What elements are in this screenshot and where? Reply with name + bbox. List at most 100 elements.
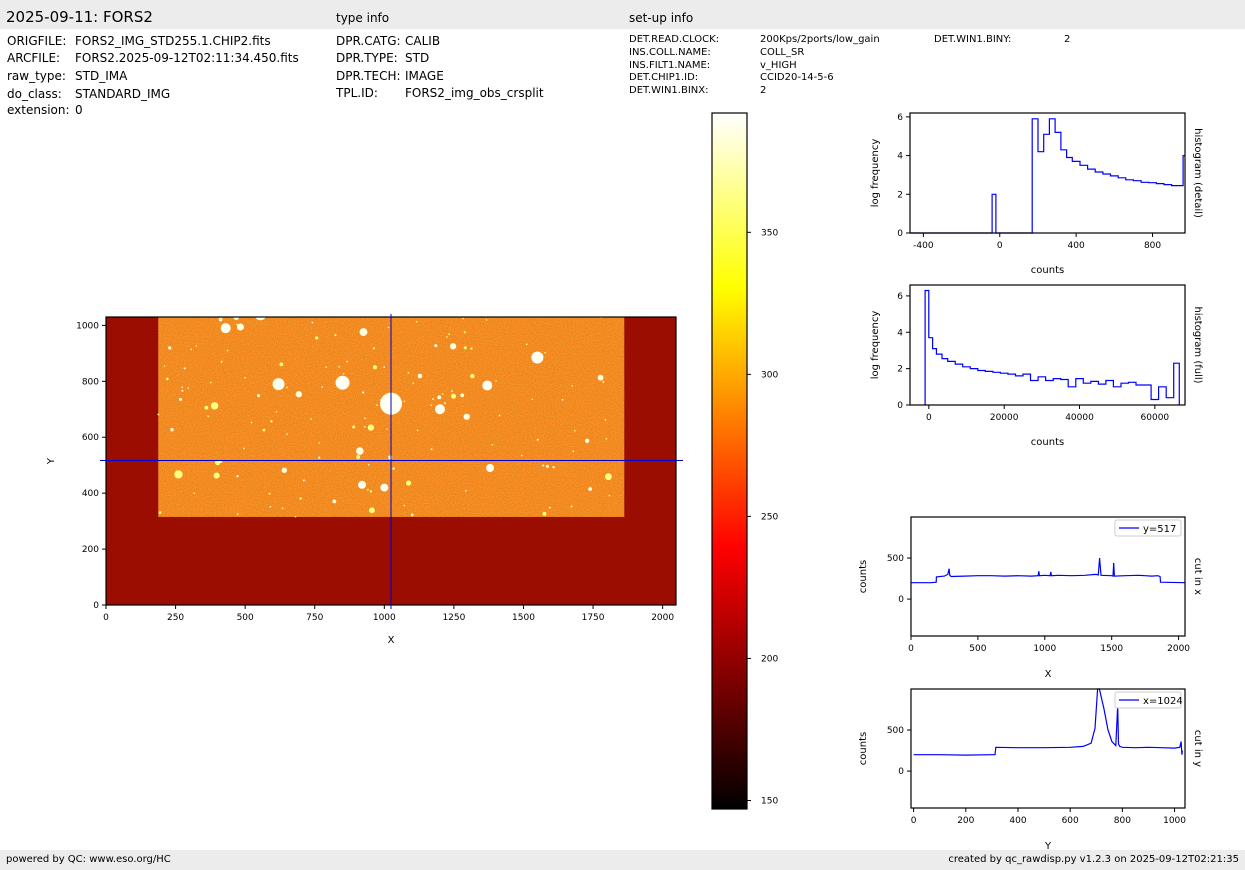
x-tick-label: 60000 [1141,413,1170,423]
file-info-key: raw_type: [7,69,66,83]
image-source [174,470,183,479]
image-source [243,447,245,450]
image-source [444,402,446,405]
setup-info-key: INS.FILT1.NAME: [629,60,711,71]
side-label: cut in y [1192,730,1203,767]
image-source [286,433,288,435]
y-tick-label: 0 [898,595,904,605]
image-source [416,429,419,432]
image-source [190,348,192,351]
x-axis-label: counts [1031,437,1064,448]
setup-info-key: DET.READ.CLOCK: [629,34,720,45]
image-source [460,393,465,398]
x-tick-label: 0 [926,413,932,423]
image-source [219,460,222,463]
image-source [602,381,605,383]
image-source [244,376,246,379]
image-source [367,488,369,491]
setup-info-value: CCID20-14-5-6 [760,72,834,83]
image-source [250,421,253,424]
histogram-detail-line [910,118,1185,234]
setup-info-value: COLL_SR [760,47,805,58]
y-tick-label: 4 [897,328,903,338]
image-bright-source [434,404,445,415]
legend-box [1114,691,1182,709]
type-info-value: IMAGE [405,69,444,83]
image-source [412,382,415,384]
image-source [536,438,539,441]
y-axis-label: log frequency [870,311,881,380]
image-source [463,331,466,334]
image-source [376,404,378,407]
image-source [310,418,312,420]
image-source [437,395,442,400]
y-tick-label: 0 [897,401,903,411]
image-source [608,494,611,497]
image-bright-source [255,317,266,321]
image-source [605,437,608,440]
x-tick-label: 0 [103,613,109,623]
type-info-key: DPR.CATG: [336,34,401,48]
image-source [441,393,444,395]
footer-left: powered by QC: www.eso.org/HC [6,854,171,865]
setup-info-value: 2 [1064,34,1071,45]
axes-frame [910,516,1186,637]
image-source [295,391,302,398]
x-tick-label: 1500 [1100,644,1123,654]
type-info-value: FORS2_img_obs_crsplit [405,86,544,100]
image-source [318,456,321,459]
footer-right: created by qc_rawdisp.py v1.2.3 on 2025-… [948,854,1239,865]
image-source [168,346,172,350]
y-tick-label: 200 [82,545,99,555]
y-tick-label: 0 [897,229,903,239]
image-source [299,497,302,500]
image-source [236,323,238,326]
image-source [269,505,272,508]
x-tick-label: 600 [1062,816,1079,826]
image-source [181,389,184,392]
image-source [574,429,576,432]
image-source [362,391,365,394]
image-source [451,390,453,392]
y-tick-label: 800 [82,377,99,387]
colorbar-tick-label: 200 [761,654,778,664]
file-info-key: extension: [7,103,70,117]
image-source [342,372,345,375]
image-source [407,371,410,374]
image-source [448,333,450,336]
histogram-full-panel: 0 20000 40000 60000 0 2 4 6 counts log frequency h… [870,284,1203,448]
image-source [346,360,348,363]
image-bright-source [380,483,389,492]
image-source [195,344,198,347]
image-source [388,455,393,460]
x-tick-label: 400 [1068,241,1085,251]
legend-box [1114,519,1182,537]
image-source [325,366,327,368]
image-source [359,328,368,337]
x-tick-label: 1000 [1163,816,1186,826]
x-tick-label: 2000 [651,613,674,623]
x-axis-label: Y [1044,841,1052,852]
image-source [236,323,244,331]
x-tick-label: 0 [908,644,914,654]
image-source [369,490,373,493]
image-sources [157,317,612,518]
image-source [405,480,412,486]
x-tick-label: -400 [913,241,934,251]
y-axis-label: counts [858,732,869,765]
image-source [268,492,271,495]
image-source [220,360,223,363]
image-source [226,349,229,352]
image-source [462,317,465,320]
image-source [552,465,555,469]
image-source [470,373,475,379]
image-source [386,428,388,430]
image-source [446,336,448,338]
image-source [318,442,320,444]
image-source [367,463,370,466]
colorbar-panel: 150 200 250 300 350 [711,112,778,810]
image-source [210,381,212,384]
x-tick-label: 500 [237,613,254,623]
x-axis-label: X [1045,669,1052,680]
